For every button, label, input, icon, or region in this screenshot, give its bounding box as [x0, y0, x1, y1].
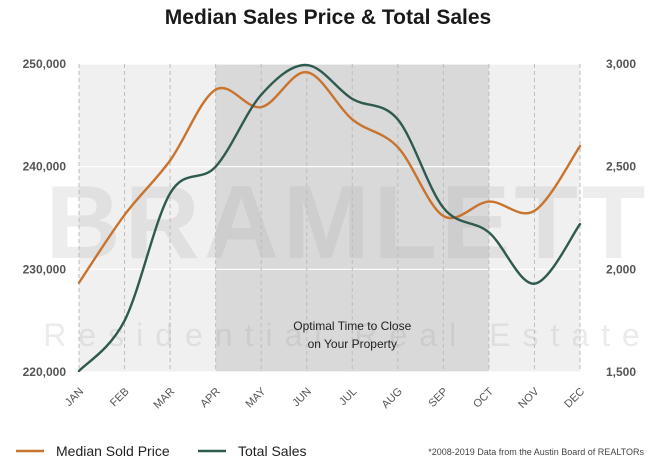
- x-tick-label: OCT: [471, 385, 496, 410]
- x-tick-label: MAR: [151, 386, 177, 412]
- legend-label: Total Sales: [238, 443, 306, 459]
- watermark-tagline: Residential Real Estate: [43, 317, 652, 353]
- x-tick-label: APR: [198, 386, 223, 411]
- y-left-tick-label: 230,000: [23, 262, 67, 276]
- x-tick-label: AUG: [380, 386, 405, 411]
- x-tick-label: FEB: [108, 386, 132, 410]
- x-tick-label: SEP: [426, 386, 450, 410]
- highlight-label: on Your Property: [308, 337, 397, 351]
- y-left-tick-label: 250,000: [23, 57, 67, 71]
- series-line-total-sales: [77, 63, 582, 373]
- footnote: *2008-2019 Data from the Austin Board of…: [428, 447, 644, 457]
- legend-label: Median Sold Price: [56, 443, 170, 459]
- chart-title: Median Sales Price & Total Sales: [164, 6, 492, 29]
- y-right-tick-label: 2,000: [606, 262, 636, 276]
- y-left-tick-label: 240,000: [23, 160, 67, 174]
- y-left-tick-label: 220,000: [23, 365, 67, 379]
- y-right-tick-label: 3,000: [606, 57, 636, 71]
- series-line-median-price: [77, 71, 582, 284]
- highlight-label: Optimal Time to Close: [293, 319, 411, 333]
- x-tick-label: NOV: [516, 385, 542, 411]
- x-tick-label: MAY: [244, 385, 269, 410]
- x-tick-label: JAN: [63, 386, 86, 409]
- x-tick-label: JUN: [290, 386, 314, 410]
- y-right-tick-label: 2,500: [606, 160, 636, 174]
- x-tick-label: JUL: [337, 386, 359, 408]
- x-tick-label: DEC: [562, 386, 587, 411]
- y-right-tick-label: 1,500: [606, 365, 636, 379]
